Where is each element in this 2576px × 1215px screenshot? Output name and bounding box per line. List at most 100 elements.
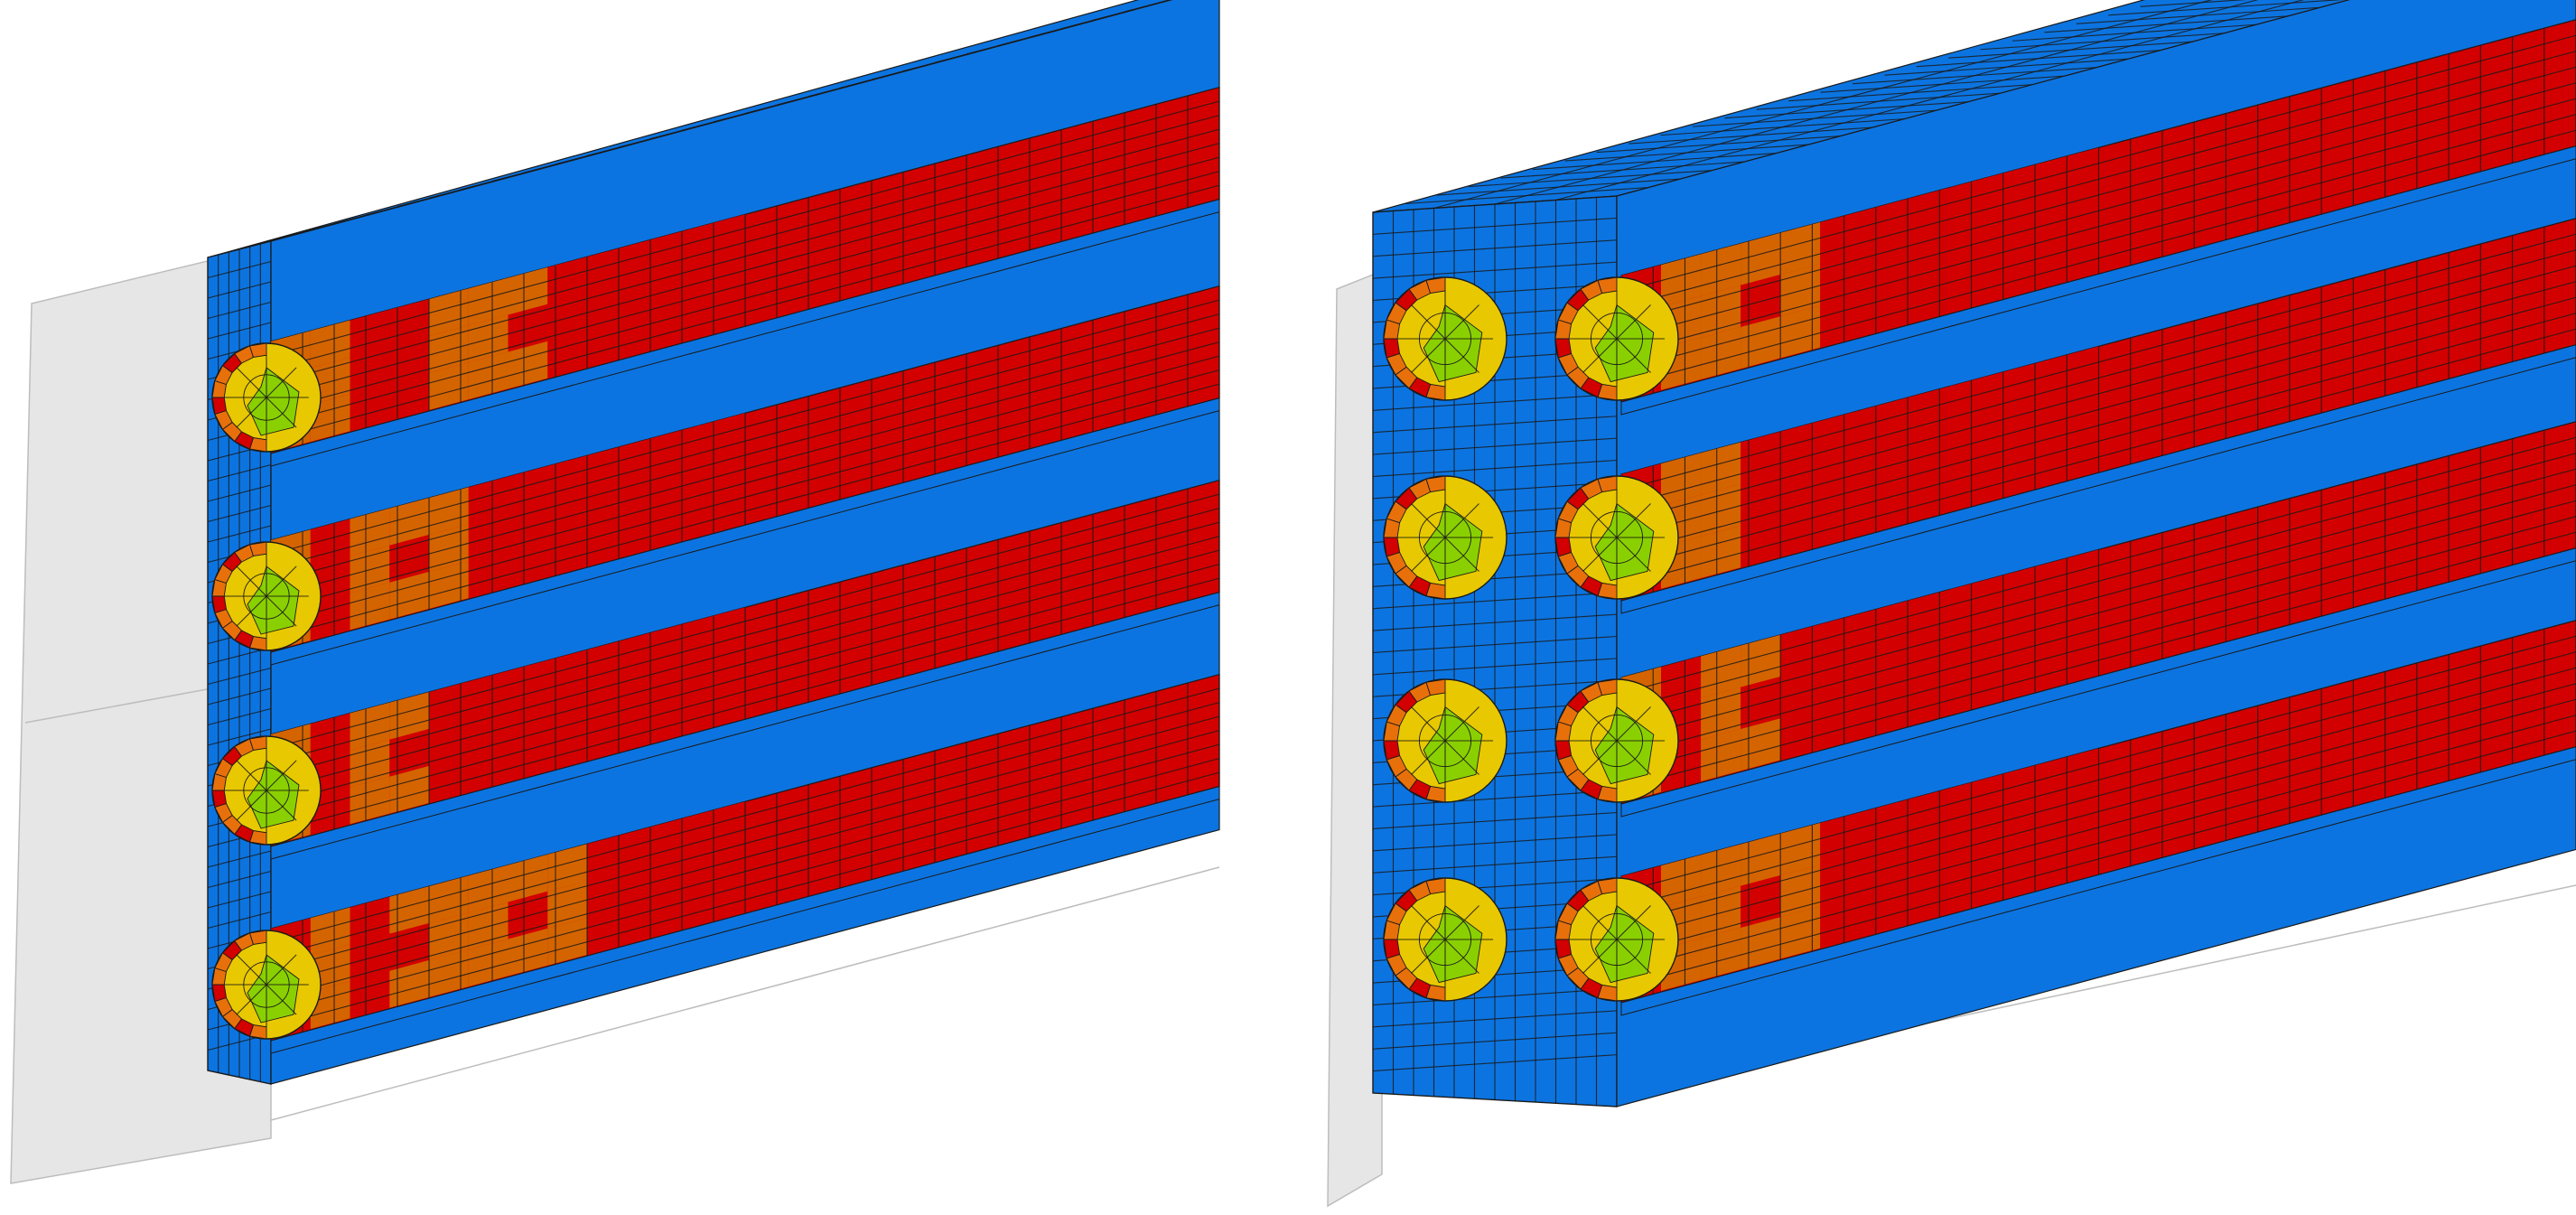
contour-band — [1820, 452, 1861, 505]
contour-band — [468, 550, 509, 599]
contour-band — [2058, 429, 2099, 482]
cap-core — [1594, 304, 1655, 383]
contour-band — [1701, 687, 1741, 740]
contour-band — [1780, 264, 1821, 317]
contour-band — [1979, 210, 2020, 264]
contour-band — [547, 331, 587, 379]
contour-band — [1860, 284, 1900, 337]
contour-band — [1701, 483, 1741, 537]
contour-band — [1741, 917, 1781, 970]
contour-band — [1780, 305, 1821, 359]
contour-band — [666, 298, 706, 347]
contour-band — [1899, 633, 1940, 687]
contour-band — [1899, 231, 1940, 285]
matrix-gap — [1620, 746, 2576, 1016]
contour-band — [1780, 463, 1821, 516]
contour-band — [1939, 822, 1980, 874]
contour-band — [1860, 843, 1900, 896]
cap-core — [1423, 904, 1483, 984]
contour-band — [2058, 189, 2099, 242]
fiber-end-cap — [1554, 678, 1679, 803]
cap-core — [247, 367, 300, 436]
contour-band — [1741, 515, 1781, 568]
cap-core — [247, 760, 300, 829]
matrix-gap — [1620, 145, 2576, 416]
contour-band — [1701, 327, 1741, 379]
contour-band — [1701, 928, 1741, 980]
contour-band — [547, 724, 587, 771]
contour-band — [1979, 252, 2020, 305]
cap-core — [247, 954, 300, 1023]
contour-band — [389, 372, 429, 421]
contour-band — [1780, 707, 1821, 761]
contour-band — [1939, 623, 1980, 676]
contour-band — [429, 755, 469, 803]
contour-band — [1780, 666, 1821, 719]
contour-band — [1741, 875, 1781, 928]
contour-band — [350, 582, 390, 631]
contour-band — [1741, 275, 1781, 327]
contour-band — [1939, 462, 1980, 515]
contour-band — [1701, 285, 1741, 338]
contour-band — [1899, 832, 1940, 885]
contour-band — [626, 702, 667, 751]
contour-band — [1939, 221, 1980, 274]
fiber-end-cap — [211, 735, 322, 846]
contour-band — [1741, 718, 1781, 771]
fiber-rod — [1383, 218, 2576, 614]
contour-band — [1820, 895, 1861, 949]
contour-band — [508, 341, 548, 389]
fiber-end-cap — [1383, 475, 1507, 600]
contour-band — [1899, 430, 1940, 483]
contour-band — [2058, 591, 2099, 644]
contour-band — [1741, 473, 1781, 526]
contour-band — [626, 896, 667, 945]
matrix-gap — [270, 785, 1220, 1054]
matrix-gap — [270, 591, 1220, 860]
reference-plane — [1327, 269, 1383, 1208]
contour-band — [705, 681, 745, 729]
cap-core — [1594, 904, 1655, 984]
contour-band — [1979, 409, 2020, 463]
contour-band — [508, 928, 548, 977]
contour-band — [389, 765, 429, 814]
cap-core — [1594, 706, 1655, 785]
contour-band — [1780, 865, 1821, 918]
contour-band — [1939, 263, 1980, 316]
contour-band — [1780, 504, 1821, 557]
contour-band — [508, 539, 548, 588]
contour-band — [429, 561, 469, 609]
contour-band — [468, 744, 509, 793]
fiber-rod — [1383, 19, 2576, 416]
fiber-rod — [211, 285, 1220, 666]
contour-band — [1820, 655, 1861, 708]
contour-band — [429, 949, 469, 997]
cap-core — [247, 565, 300, 635]
contour-band — [587, 907, 627, 955]
matrix-gap — [270, 198, 1220, 467]
contour-band — [2019, 200, 2059, 253]
contour-band — [468, 939, 509, 987]
contour-band — [2019, 643, 2059, 696]
contour-band — [1741, 677, 1781, 729]
contour-band — [1820, 493, 1861, 547]
cap-core — [1594, 502, 1655, 582]
contour-band — [1899, 676, 1940, 728]
contour-band — [1820, 253, 1861, 306]
contour-band — [666, 691, 706, 740]
contour-band — [1939, 420, 1980, 472]
contour-band — [2058, 230, 2099, 284]
fiber-end-cap — [211, 541, 322, 651]
fiber-end-cap — [1383, 877, 1507, 1002]
contour-band — [1899, 874, 1940, 927]
contour-band — [1820, 294, 1861, 348]
contour-band — [1701, 885, 1741, 939]
contour-band — [1899, 274, 1940, 326]
contour-band — [1979, 853, 2020, 906]
cap-core — [1423, 706, 1483, 785]
fiber-end-cap — [1554, 475, 1679, 600]
contour-band — [587, 320, 627, 368]
contour-band — [1979, 811, 2020, 865]
contour-band — [2058, 831, 2099, 884]
plane-edge-line — [270, 866, 1220, 1121]
